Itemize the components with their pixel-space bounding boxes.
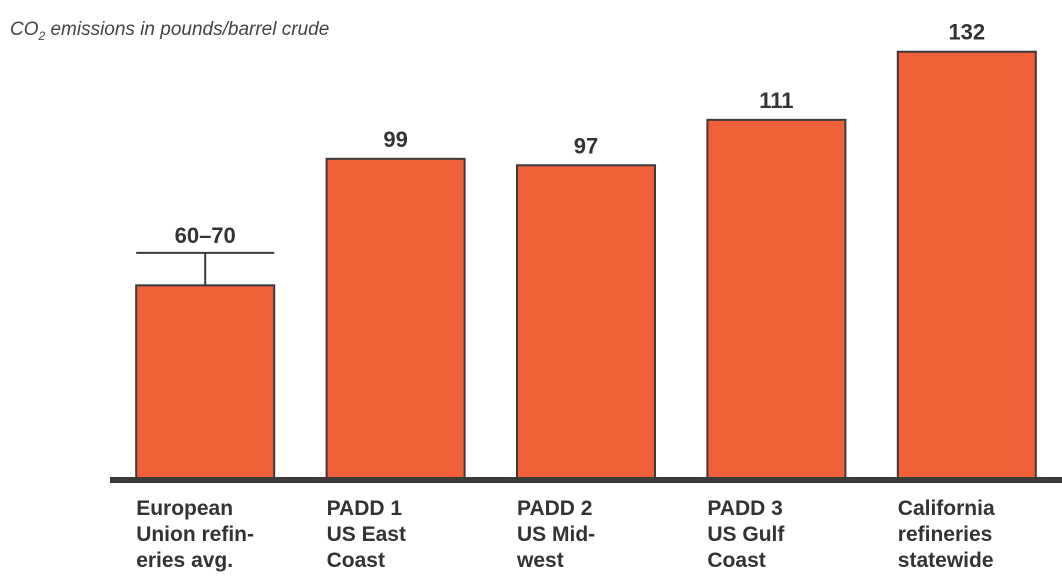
x-tick-label-2: PADD 1 US East Coast xyxy=(327,497,406,572)
x-tick-labels-group: European Union refin-eries avg. PADD 1 US E… xyxy=(136,497,995,572)
bar-1 xyxy=(135,284,276,482)
x-tick-label-line: Coast xyxy=(327,549,385,572)
x-tick-label-3: PADD 2 US Mid-west xyxy=(516,497,595,572)
bar-3 xyxy=(516,164,656,482)
value-label-2: 99 xyxy=(383,127,407,152)
y-axis-label: CO2 emissions in pounds/barrel crude xyxy=(10,19,329,43)
x-tick-label-4: PADD 3 US Gulf Coast xyxy=(707,497,785,572)
x-tick-label-line: Union refin- xyxy=(136,523,254,546)
bars-group xyxy=(135,50,1037,482)
x-tick-label-line: PADD 3 xyxy=(707,497,782,520)
value-labels-group: 60–70 99 97 111 132 xyxy=(175,20,986,248)
x-tick-label-line: west xyxy=(516,549,564,572)
x-tick-label-5: California refineries statewide xyxy=(898,497,995,572)
x-tick-label-line: US Mid- xyxy=(517,523,595,546)
value-label-3: 97 xyxy=(574,133,598,158)
y-axis-label-prefix: CO xyxy=(10,19,39,40)
x-tick-label-line: statewide xyxy=(898,549,994,572)
x-tick-label-line: California xyxy=(898,497,995,520)
x-tick-label-line: refineries xyxy=(898,523,993,546)
x-tick-label-line: European xyxy=(136,497,233,520)
y-axis-label-subscript: 2 xyxy=(38,29,46,43)
x-tick-label-line: Coast xyxy=(707,549,765,572)
bar-5 xyxy=(896,50,1037,481)
value-label-1: 60–70 xyxy=(175,223,236,248)
value-label-5: 132 xyxy=(948,20,985,45)
x-tick-label-line: PADD 1 xyxy=(327,497,403,520)
x-tick-label-line: US Gulf xyxy=(707,523,785,546)
x-tick-label-line: eries avg. xyxy=(136,549,233,572)
x-tick-label-1: European Union refin-eries avg. xyxy=(136,497,254,572)
bar-4 xyxy=(706,118,847,481)
value-label-4: 111 xyxy=(759,88,793,113)
x-tick-label-line: US East xyxy=(327,523,406,546)
y-axis-label-suffix: emissions in pounds/barrel crude xyxy=(45,19,329,40)
bar-2 xyxy=(325,157,466,482)
x-tick-label-line: PADD 2 xyxy=(517,497,592,520)
